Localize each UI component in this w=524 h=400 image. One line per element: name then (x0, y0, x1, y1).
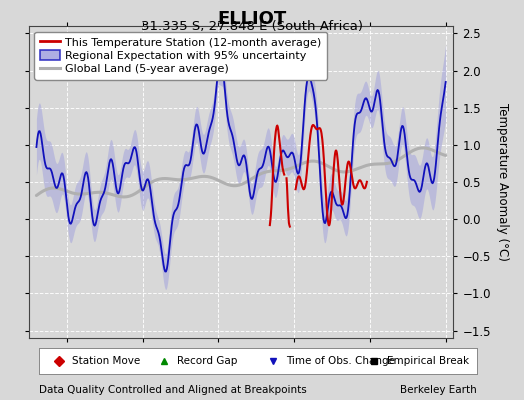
Text: Time of Obs. Change: Time of Obs. Change (287, 356, 396, 366)
Text: 31.335 S, 27.848 E (South Africa): 31.335 S, 27.848 E (South Africa) (140, 20, 363, 33)
Legend: This Temperature Station (12-month average), Regional Expectation with 95% uncer: This Temperature Station (12-month avera… (35, 32, 328, 80)
Text: Record Gap: Record Gap (177, 356, 237, 366)
Text: Berkeley Earth: Berkeley Earth (400, 385, 477, 395)
Text: Data Quality Controlled and Aligned at Breakpoints: Data Quality Controlled and Aligned at B… (39, 385, 307, 395)
Text: ELLIOT: ELLIOT (217, 10, 286, 28)
Text: Empirical Break: Empirical Break (387, 356, 470, 366)
Text: Station Move: Station Move (72, 356, 140, 366)
Y-axis label: Temperature Anomaly (°C): Temperature Anomaly (°C) (496, 103, 509, 261)
